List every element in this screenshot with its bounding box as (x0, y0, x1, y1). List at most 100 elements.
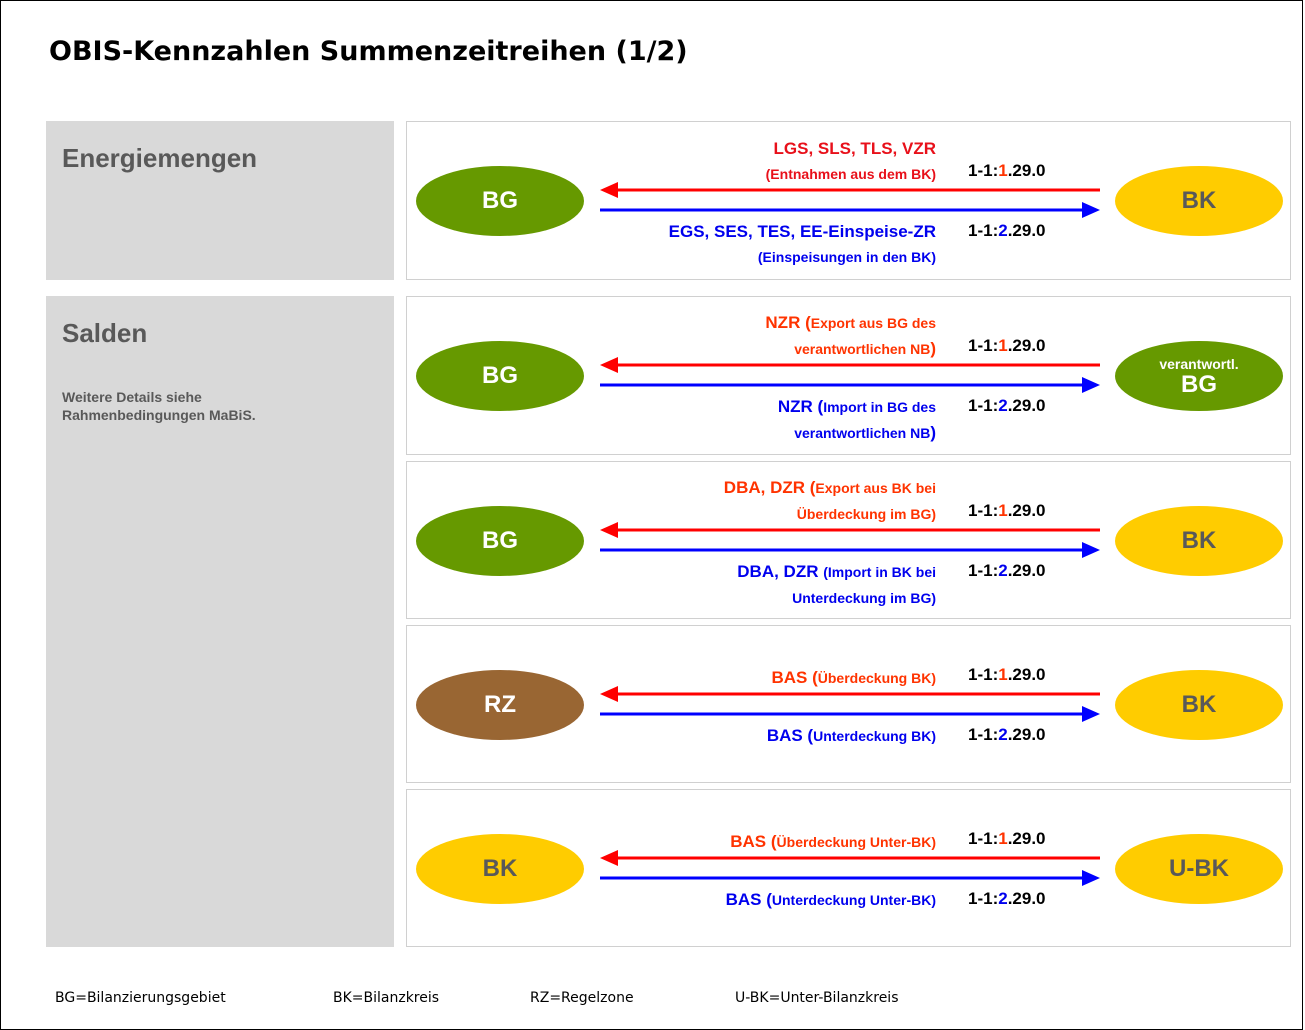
obis-code: 1-1:1.29.0 (968, 501, 1046, 521)
label-line: NZR (Export aus BG des (765, 310, 936, 336)
code-suffix: .29.0 (1007, 396, 1046, 415)
label-line: LGS, SLS, TLS, VZR (766, 136, 936, 161)
code-channel: 2 (998, 889, 1008, 908)
section-note: Weitere Details siehe Rahmenbedingungen … (62, 389, 256, 423)
code-channel: 2 (998, 221, 1008, 240)
label-detail: Überdeckung Unter-BK) (776, 834, 936, 850)
label-detail: Export aus BG des (810, 315, 936, 331)
node: BG (416, 341, 584, 411)
obis-code: 1-1:2.29.0 (968, 221, 1046, 241)
label-text: EGS, SES, TES, EE-Einspeise-ZR (668, 222, 936, 241)
node-label: BG (482, 187, 518, 214)
label-line: EGS, SES, TES, EE-Einspeise-ZR (669, 219, 936, 244)
label-text: BAS ( (730, 832, 777, 851)
section: Salden Weitere Details siehe Rahmenbeding… (46, 296, 394, 947)
node: BG (416, 506, 584, 576)
node: BG (416, 166, 584, 236)
code-channel: 2 (998, 561, 1008, 580)
legend-item: U-BK=Unter-Bilanzkreis (735, 990, 899, 1006)
code-prefix: 1-1: (968, 161, 999, 180)
legend-item: BG=Bilanzierungsgebiet (55, 990, 226, 1006)
code-prefix: 1-1: (968, 561, 999, 580)
code-channel: 1 (998, 665, 1008, 684)
node-label: BG (482, 527, 518, 554)
obis-code: 1-1:2.29.0 (968, 889, 1046, 909)
node-label: BK (1181, 527, 1217, 554)
node-label: U-BK (1169, 855, 1229, 882)
code-channel: 1 (998, 829, 1008, 848)
flow-label: NZR (Export aus BG des verantwortlichen N… (765, 310, 936, 362)
code-prefix: 1-1: (968, 889, 999, 908)
label-text: DBA, DZR (737, 562, 824, 581)
code-channel: 1 (998, 501, 1008, 520)
node: U-BK (1115, 834, 1283, 904)
obis-code: 1-1:1.29.0 (968, 161, 1046, 181)
obis-code: 1-1:1.29.0 (968, 665, 1046, 685)
label-line: (Entnahmen aus dem BK) (766, 161, 936, 187)
flow-label: BAS (Unterdeckung BK) (767, 723, 936, 749)
node: BK (1115, 506, 1283, 576)
section-heading: Energiemengen (62, 143, 258, 173)
label-detail: Import in BG des (823, 399, 936, 415)
label-text: BAS ( (725, 890, 772, 909)
label-line: BAS (Unterdeckung Unter-BK) (726, 887, 936, 913)
label-text: NZR ( (765, 313, 811, 332)
flow-label: EGS, SES, TES, EE-Einspeise-ZR (Einspeisu… (669, 219, 936, 270)
label-text: ) (930, 339, 936, 358)
node-label: RZ (484, 691, 516, 718)
label-line: DBA, DZR (Import in BK bei (737, 559, 936, 585)
label-text: LGS, SLS, TLS, VZR (773, 139, 936, 158)
label-text: ) (930, 423, 936, 442)
node-label: BG (482, 362, 518, 389)
label-line: NZR (Import in BG des (778, 394, 936, 420)
code-suffix: .29.0 (1007, 889, 1046, 908)
code-prefix: 1-1: (968, 501, 999, 520)
flow-label: NZR (Import in BG des verantwortlichen NB… (778, 394, 936, 446)
label-text: BAS ( (771, 668, 818, 687)
code-suffix: .29.0 (1007, 161, 1046, 180)
obis-code: 1-1:2.29.0 (968, 725, 1046, 745)
label-line: verantwortlichen NB) (778, 420, 936, 446)
legend-item: BK=Bilanzkreis (333, 990, 440, 1006)
label-line: BAS (Überdeckung BK) (771, 665, 936, 691)
code-prefix: 1-1: (968, 665, 999, 684)
label-detail: Unterdeckung BK) (813, 728, 936, 744)
label-text: BAS ( (766, 726, 814, 745)
obis-code: 1-1:2.29.0 (968, 396, 1046, 416)
label-detail: Export aus BK bei (815, 480, 936, 496)
node: verantwortl. BG (1115, 341, 1283, 411)
code-channel: 1 (998, 161, 1008, 180)
label-line: DBA, DZR (Export aus BK bei (724, 475, 936, 501)
label-detail: (Einspeisungen in den BK) (757, 249, 936, 265)
node: BK (416, 834, 584, 904)
label-detail: Unterdeckung im BG) (792, 590, 936, 606)
label-line: (Einspeisungen in den BK) (669, 244, 936, 270)
title: OBIS-Kennzahlen Summenzeitreihen (1/2) (49, 36, 688, 67)
code-prefix: 1-1: (968, 221, 999, 240)
obis-code: 1-1:1.29.0 (968, 336, 1046, 356)
label-detail: Überdeckung BK) (817, 670, 936, 686)
label-detail: verantwortlichen NB (794, 425, 931, 441)
flow-label: DBA, DZR (Export aus BK bei Überdeckung i… (724, 475, 936, 527)
label-detail: (Entnahmen aus dem BK) (765, 166, 936, 182)
code-prefix: 1-1: (968, 725, 999, 744)
code-prefix: 1-1: (968, 396, 999, 415)
label-line: BAS (Unterdeckung BK) (767, 723, 936, 749)
code-channel: 2 (998, 725, 1008, 744)
code-channel: 1 (998, 336, 1008, 355)
label-line: Überdeckung im BG) (724, 501, 936, 527)
code-suffix: .29.0 (1007, 829, 1046, 848)
label-detail: Unterdeckung Unter-BK) (771, 892, 936, 908)
label-line: BAS (Überdeckung Unter-BK) (730, 829, 936, 855)
flow-label: BAS (Unterdeckung Unter-BK) (726, 887, 936, 913)
code-suffix: .29.0 (1007, 665, 1046, 684)
obis-code: 1-1:2.29.0 (968, 561, 1046, 581)
node: BK (1115, 670, 1283, 740)
section: Energiemengen (46, 121, 394, 280)
label-line: Unterdeckung im BG) (737, 585, 936, 611)
obis-code: 1-1:1.29.0 (968, 829, 1046, 849)
label-text: NZR ( (777, 397, 824, 416)
code-suffix: .29.0 (1007, 221, 1046, 240)
code-prefix: 1-1: (968, 336, 999, 355)
code-suffix: .29.0 (1007, 725, 1046, 744)
